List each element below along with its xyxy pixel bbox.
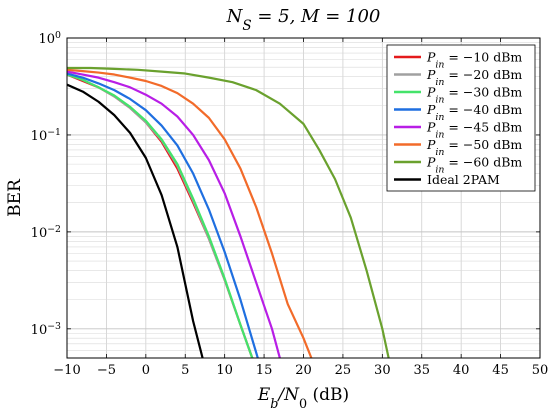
- series-line-8: [67, 83, 204, 358]
- x-tick-label: 15: [256, 363, 273, 378]
- x-tick-label: 5: [181, 363, 189, 378]
- legend-box: [386, 44, 536, 192]
- x-tick-label: −10: [53, 363, 80, 378]
- x-tick-label: 40: [453, 363, 470, 378]
- x-tick-label: 25: [335, 363, 352, 378]
- x-tick-label: 30: [374, 363, 391, 378]
- legend-label-3: Pin = −30 dBm: [426, 85, 522, 106]
- series-line-4: [67, 72, 259, 358]
- legend-label-4: Pin = −40 dBm: [426, 102, 522, 123]
- legend-label-1: Pin = −10 dBm: [426, 50, 522, 71]
- y-tick-label: 10−3: [31, 320, 61, 338]
- x-axis-label: Eb/N0 (dB): [257, 385, 349, 411]
- y-tick-label: 100: [39, 30, 62, 48]
- series-line-7: [67, 66, 390, 358]
- series-line-5: [67, 70, 281, 358]
- series-group: [67, 66, 390, 358]
- legend-label-6: Pin = −50 dBm: [426, 137, 522, 158]
- y-axis-label: BER: [5, 178, 25, 217]
- legend-label-2: Pin = −20 dBm: [426, 67, 522, 88]
- series-line-3: [67, 73, 254, 358]
- legend-label-8: Ideal 2PAM: [427, 172, 500, 187]
- legend-label-5: Pin = −45 dBm: [426, 120, 522, 141]
- x-tick-label: 20: [295, 363, 312, 378]
- axis-ticks: [66, 37, 541, 358]
- series-line-6: [67, 68, 313, 358]
- y-tick-label: 10−2: [31, 223, 61, 241]
- x-tick-label: 35: [413, 363, 430, 378]
- x-tick-label: 0: [142, 363, 150, 378]
- chart-title: NS = 5, M = 100: [226, 6, 381, 34]
- x-tick-label: −5: [97, 363, 116, 378]
- y-tick-label: 10−1: [31, 126, 61, 144]
- x-tick-label: 10: [216, 363, 233, 378]
- legend-label-7: Pin = −60 dBm: [426, 155, 522, 176]
- x-tick-label: 45: [492, 363, 509, 378]
- x-tick-label: 50: [532, 363, 549, 378]
